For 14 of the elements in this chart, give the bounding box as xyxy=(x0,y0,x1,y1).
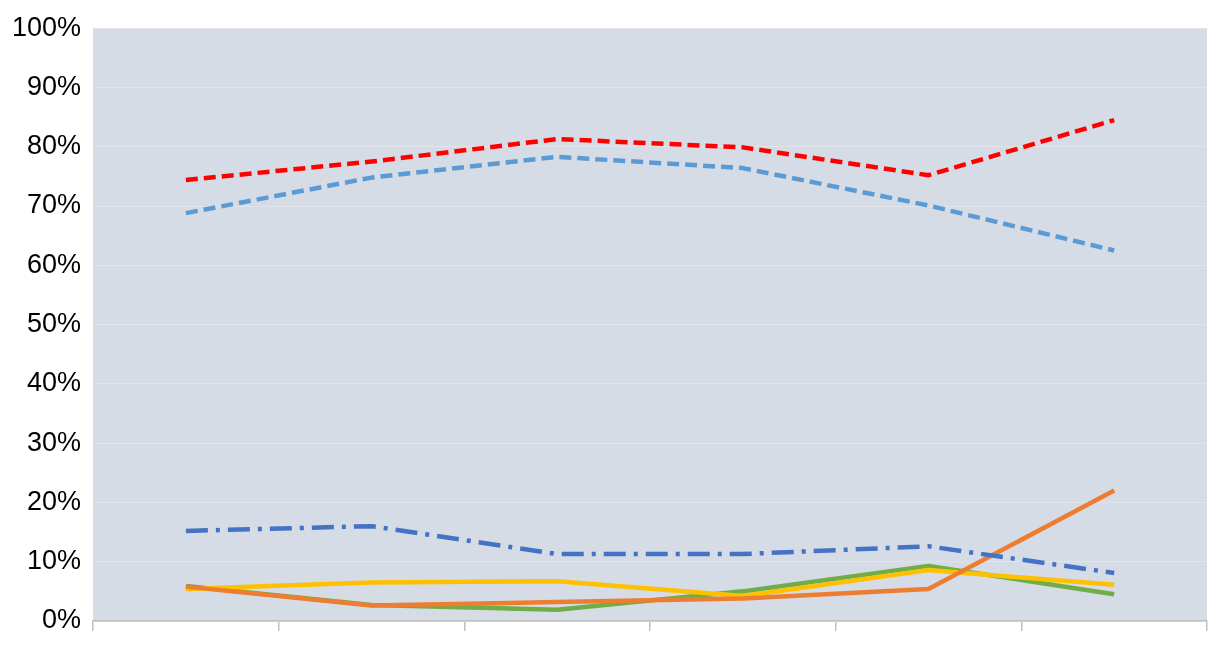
y-tick-label: 50% xyxy=(27,308,82,339)
y-tick-label: 80% xyxy=(27,130,82,161)
y-tick-label: 10% xyxy=(27,545,82,576)
y-tick-label: 0% xyxy=(42,604,82,635)
y-tick-label: 40% xyxy=(27,367,82,398)
y-tick-label: 20% xyxy=(27,485,82,516)
line-series xyxy=(183,523,1117,576)
line-series xyxy=(183,154,1117,253)
y-tick-label: 100% xyxy=(11,11,82,42)
y-tick-label: 30% xyxy=(27,426,82,457)
y-tick-label: 60% xyxy=(27,248,82,279)
y-tick-label: 70% xyxy=(27,189,82,220)
y-tick-label: 90% xyxy=(27,70,82,101)
line-series xyxy=(183,117,1117,183)
